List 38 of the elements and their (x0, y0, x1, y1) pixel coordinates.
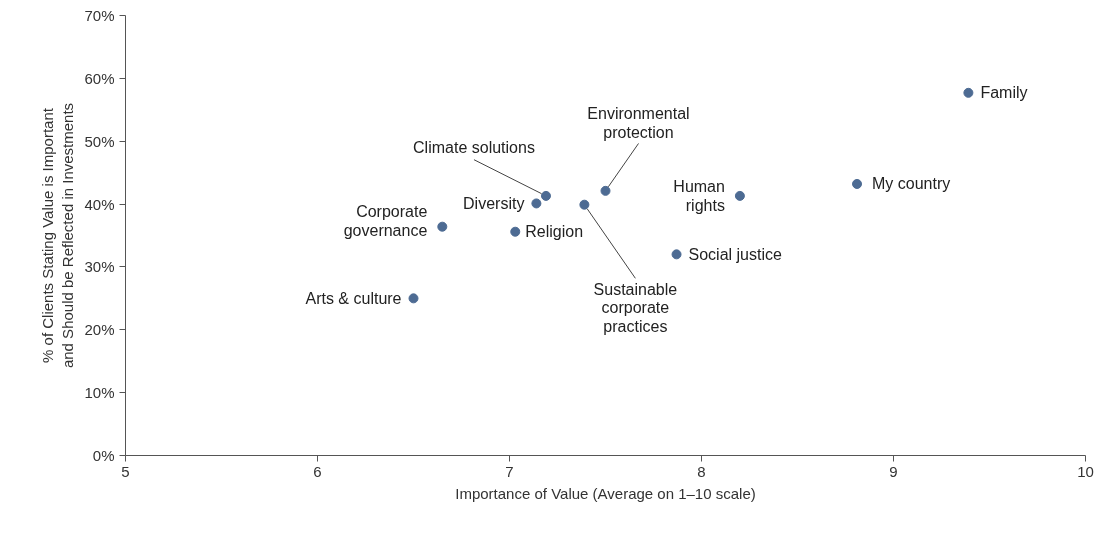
y-tick-label: 50% (84, 132, 115, 150)
annotation: Climate solutions (413, 139, 535, 157)
point (531, 198, 542, 209)
annotation: Diversity (463, 194, 525, 212)
y-tick-label: 10% (84, 384, 115, 402)
y-tick-label: 60% (84, 69, 115, 87)
x-tick-label: 10 (1077, 462, 1094, 480)
point (600, 185, 611, 196)
point (437, 221, 448, 232)
point (671, 249, 682, 260)
annotation: Arts & culture (305, 289, 402, 307)
annotation: Religion (525, 223, 584, 241)
annotation: Human rights (673, 178, 725, 214)
annotation: Social justice (688, 245, 783, 263)
y-tick-label: 0% (92, 447, 115, 464)
annotation: Corporate governance (343, 202, 428, 239)
point (963, 87, 974, 98)
y-tick-label: 70% (84, 7, 115, 24)
x-tick-label: 9 (889, 462, 898, 480)
point (510, 226, 521, 237)
point (852, 178, 863, 189)
x-tick-label: 7 (505, 462, 514, 480)
y-axis-title: % of Clients Stating Value is Important and Should be Reflected in Investments (39, 102, 77, 369)
x-tick-label: 8 (697, 462, 706, 480)
point (540, 190, 551, 201)
y-tick-label: 40% (84, 195, 115, 213)
point (408, 293, 419, 304)
y-tick-label: 30% (84, 258, 115, 276)
x-tick-label: 5 (121, 462, 130, 480)
annotation: Environmental protection (587, 105, 690, 141)
y-tick-label: 20% (84, 321, 115, 339)
x-tick-label: 6 (313, 462, 322, 480)
x-axis-title: Importance of Value (Average on 1–10 scale) (455, 484, 756, 502)
point (734, 190, 745, 201)
point (579, 199, 590, 210)
annotation: Family (980, 84, 1028, 102)
annotation: My country (872, 175, 951, 193)
annotation: Sustainable corporate practices (593, 280, 678, 335)
